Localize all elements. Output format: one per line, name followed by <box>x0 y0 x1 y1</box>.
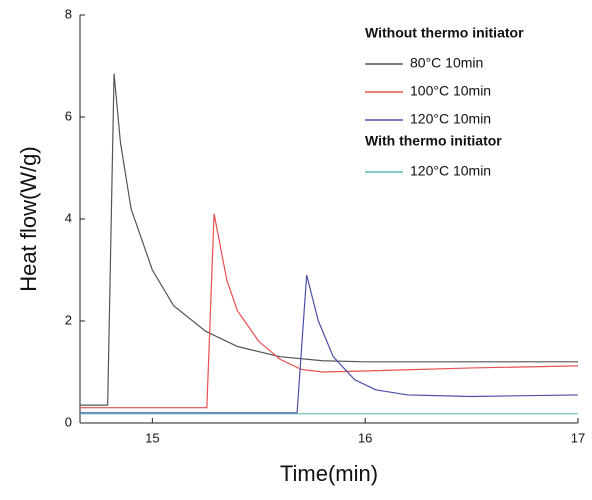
legend-header: Without thermo initiator <box>365 25 524 41</box>
series-line <box>80 213 579 409</box>
y-tick-label: 0 <box>65 414 72 429</box>
y-tick-label: 6 <box>65 108 72 123</box>
legend-header: With thermo initiator <box>365 133 502 149</box>
y-tick-label: 8 <box>65 6 72 21</box>
y-tick-label: 4 <box>65 210 72 225</box>
y-axis-label: Heat flow(W/g) <box>16 146 41 291</box>
legend-label: 80°C 10min <box>410 55 483 71</box>
series-line <box>80 73 578 406</box>
legend-label: 120°C 10min <box>410 163 491 179</box>
legend-label: 120°C 10min <box>410 111 491 127</box>
x-tick-label: 15 <box>145 430 159 445</box>
legend-label: 100°C 10min <box>410 83 491 99</box>
x-tick-label: 17 <box>571 430 585 445</box>
x-tick-label: 16 <box>358 430 372 445</box>
y-tick-label: 2 <box>65 312 72 327</box>
series-line <box>80 274 579 414</box>
x-axis-label: Time(min) <box>280 461 378 486</box>
